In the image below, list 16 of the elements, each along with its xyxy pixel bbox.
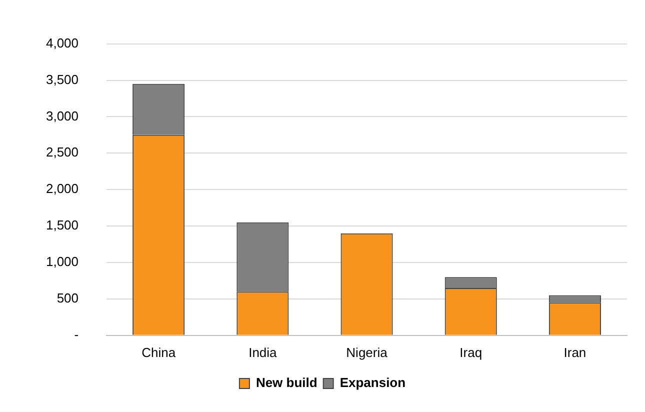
y-tick-label: 1,500 [46, 218, 79, 233]
y-tick-label: 2,000 [46, 181, 79, 196]
y-tick-label: 3,500 [46, 72, 79, 87]
y-tick-label: 500 [56, 290, 79, 306]
y-tick-label: 3,000 [46, 108, 79, 124]
y-tick-label: 2,500 [46, 144, 79, 160]
x-tick-label: Iran [564, 344, 586, 360]
x-tick-label: Iraq [460, 344, 482, 360]
x-tick-label: China [142, 344, 176, 360]
y-tick-label: 4,000 [46, 35, 79, 50]
x-tick-label: India [248, 344, 278, 360]
y-tick-label: - [74, 326, 79, 342]
x-tick-label: Nigeria [346, 344, 388, 360]
legend-label: New build [256, 375, 318, 390]
legend-label: Expansion [340, 375, 406, 390]
y-tick-label: 1,000 [46, 254, 79, 270]
